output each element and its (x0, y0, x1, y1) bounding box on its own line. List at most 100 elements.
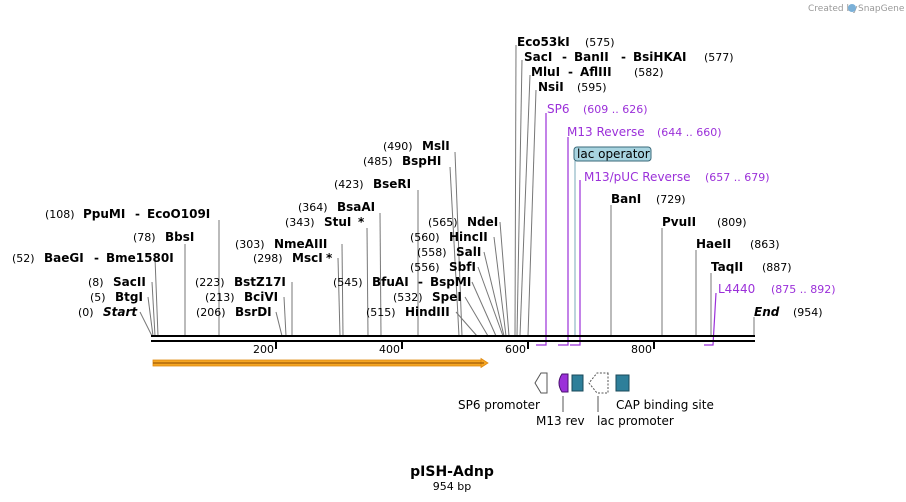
bani-name: BanI (611, 192, 641, 206)
site-pvuii[interactable]: PvuII (809) (662, 215, 747, 229)
site-ppumi[interactable]: (108) PpuMI - EcoO109I (45, 207, 210, 221)
m13-rev-label: M13 rev (536, 414, 585, 428)
mlui-pos: (582) (634, 66, 664, 79)
l4440-range: (875 .. 892) (771, 283, 836, 296)
m13puc-name: M13/pUC Reverse (584, 170, 691, 184)
snapgene-logo-icon (848, 4, 856, 12)
site-end[interactable]: End (954) (754, 305, 823, 319)
spei-leader (464, 296, 489, 337)
site-bsphi[interactable]: (485) BspHI (363, 154, 441, 168)
site-bfuai[interactable]: (545) BfuAI - BspMI (333, 275, 471, 289)
btgi-pos: (5) (90, 291, 106, 304)
site-nsii[interactable]: NsiI (595) (538, 80, 607, 94)
site-haeii[interactable]: HaeII (863) (696, 237, 780, 251)
site-saci[interactable]: SacI - BanII - BsiHKAI (577) (524, 50, 734, 64)
lac-promoter-label: lac promoter (597, 414, 674, 428)
msci-pos: (298) (253, 252, 283, 265)
site-bstz17i[interactable]: (223) BstZ17I (195, 275, 286, 289)
hindiii-name: HindIII (405, 305, 450, 319)
eco53ki-name: Eco53kI (517, 35, 570, 49)
saci-name: SacI (524, 50, 552, 64)
pvuii-pos: (809) (717, 216, 747, 229)
site-taqii[interactable]: TaqII (887) (711, 260, 792, 274)
site-nmeaiii[interactable]: (303) NmeAIII (235, 237, 327, 251)
cap-binding-site-label: CAP binding site (616, 398, 714, 412)
baegi-name: BaeGI (44, 251, 84, 265)
site-sbfi[interactable]: (556) SbfI (410, 260, 476, 274)
orf-arrow[interactable] (152, 357, 489, 369)
btgi-name: BtgI (115, 290, 143, 304)
mlui-leader (519, 74, 531, 337)
axis-ticks (275, 341, 655, 349)
btgi-leader (147, 296, 154, 337)
site-spei[interactable]: (532) SpeI (393, 290, 462, 304)
site-btgi[interactable]: (5) BtgI (90, 290, 143, 304)
tick-label-400: 400 (379, 343, 400, 356)
site-sali[interactable]: (558) SalI (417, 245, 481, 259)
bsrdi-name: BsrDI (235, 305, 272, 319)
m13-rev-icon[interactable] (558, 373, 569, 393)
sp6-name: SP6 (547, 102, 570, 116)
lac-operator-name: lac operator (577, 147, 650, 161)
sacii-name: SacII (113, 275, 146, 289)
bfuai-leader (471, 281, 497, 337)
site-hindiii[interactable]: (515) HindIII (366, 305, 450, 319)
site-mlui[interactable]: MluI - AflIII (582) (531, 65, 664, 79)
sali-name: SalI (456, 245, 481, 259)
bsaai-name: BsaAI (337, 200, 375, 214)
sp6-bracket (536, 113, 547, 346)
eco53ki-pos: (575) (585, 36, 615, 49)
bcivi-leader (283, 296, 287, 337)
site-msci[interactable]: (298) MscI * (253, 251, 333, 265)
taqii-name: TaqII (711, 260, 743, 274)
feature-l4440[interactable]: L4440 (875 .. 892) (718, 282, 836, 296)
nmeaiii-leader (341, 243, 344, 337)
site-bsrdi[interactable]: (206) BsrDI (196, 305, 272, 319)
sacii-leader (151, 281, 156, 337)
site-ndei[interactable]: (565) NdeI (428, 215, 498, 229)
m13rev-name: M13 Reverse (567, 125, 645, 139)
hincii-pos: (560) (410, 231, 440, 244)
site-msli[interactable]: (490) MslI (383, 139, 450, 153)
feature-m13rev[interactable]: M13 Reverse (644 .. 660) (567, 125, 722, 139)
feature-lac-operator[interactable]: lac operator (573, 146, 652, 162)
plasmid-length: 954 bp (433, 480, 471, 493)
msci-name: MscI (292, 251, 323, 265)
site-bcivi[interactable]: (213) BciVI (205, 290, 278, 304)
banii-name: BanII (574, 50, 609, 64)
svg-text:-: - (562, 50, 567, 64)
site-bsseri[interactable]: (423) BseRI (334, 177, 411, 191)
site-sacii[interactable]: (8) SacII (88, 275, 146, 289)
end-name: End (754, 305, 780, 319)
site-hincii[interactable]: (560) HincII (410, 230, 488, 244)
feature-sp6[interactable]: SP6 (609 .. 626) (547, 102, 648, 116)
svg-text:-: - (135, 207, 140, 221)
site-eco53ki[interactable]: Eco53kI (575) (517, 35, 615, 49)
sp6-promoter-icon[interactable] (534, 372, 548, 394)
bcivi-pos: (213) (205, 291, 235, 304)
m13rev-bracket (558, 137, 569, 346)
svg-text:-: - (568, 65, 573, 79)
ndei-name: NdeI (467, 215, 498, 229)
sbfi-name: SbfI (449, 260, 476, 274)
lac-operator-icon[interactable] (571, 374, 584, 392)
cap-binding-site-icon[interactable] (615, 374, 630, 392)
saci-leader (516, 59, 523, 337)
msli-pos: (490) (383, 140, 413, 153)
lac-promoter-icon[interactable] (588, 372, 609, 394)
msli-leader (454, 151, 463, 337)
site-bani[interactable]: BanI (729) (611, 192, 686, 206)
tick-label-200: 200 (253, 343, 274, 356)
feature-m13puc[interactable]: M13/pUC Reverse (657 .. 679) (584, 170, 770, 184)
site-bsaai[interactable]: (364) BsaAI (298, 200, 375, 214)
sbfi-leader (477, 266, 504, 337)
site-bbsi[interactable]: (78) BbsI (133, 230, 194, 244)
tick-label-800: 800 (631, 343, 652, 356)
site-baegi[interactable]: (52) BaeGI - Bme1580I (12, 251, 174, 265)
site-stui[interactable]: (343) StuI * (285, 215, 365, 229)
bstz17i-name: BstZ17I (234, 275, 286, 289)
bsphi-name: BspHI (402, 154, 441, 168)
end-pos: (954) (793, 306, 823, 319)
site-start[interactable]: (0) Start (78, 305, 138, 319)
